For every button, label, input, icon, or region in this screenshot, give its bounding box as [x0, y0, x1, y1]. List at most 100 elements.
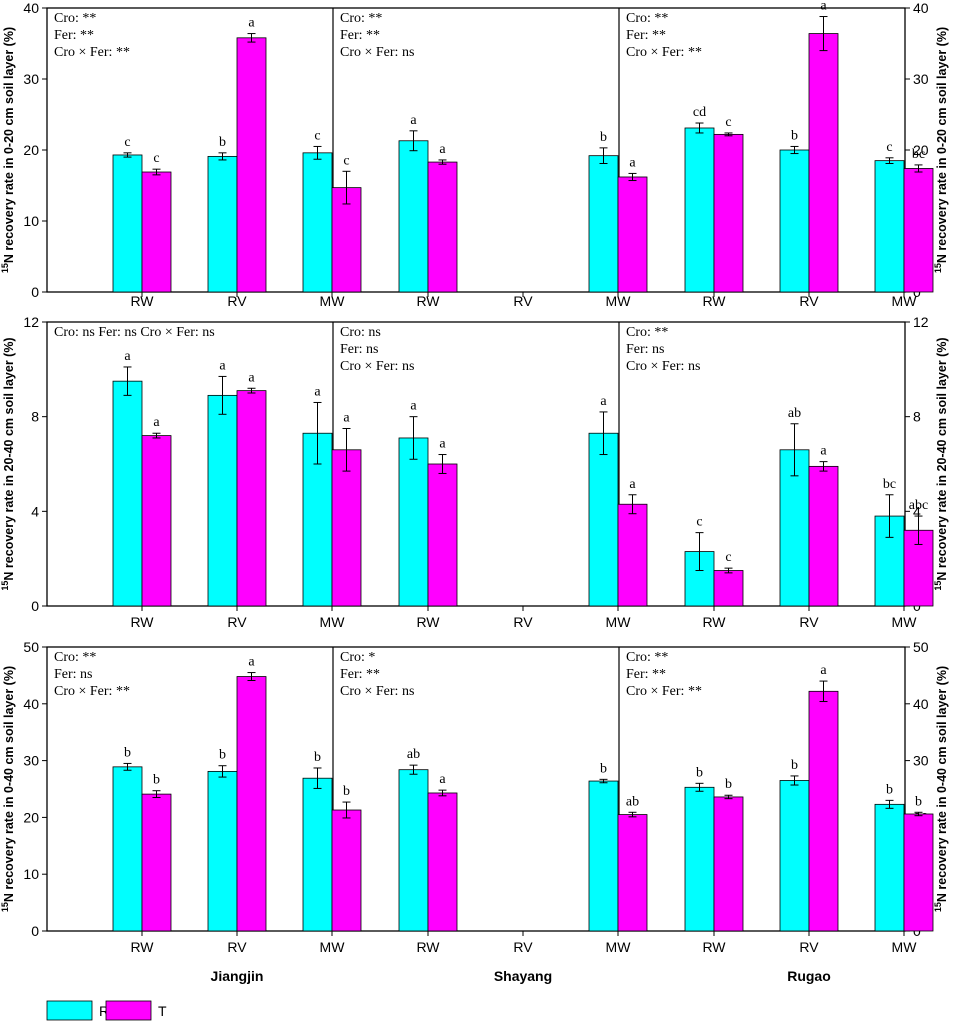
y-tick-label-right: 30	[913, 753, 929, 769]
y-tick-label-left: 8	[31, 409, 39, 425]
significance-letter: b	[915, 794, 922, 809]
site-label-shayang: Shayang	[494, 968, 552, 984]
bar-r	[779, 780, 810, 932]
significance-letter: c	[153, 151, 159, 166]
category-label-mw: MW	[320, 939, 346, 955]
bar-t	[903, 168, 934, 293]
bar-r	[874, 803, 905, 932]
significance-letter: c	[696, 515, 702, 530]
significance-letter: cd	[693, 105, 706, 120]
category-label-rv: RV	[513, 614, 533, 630]
y-axis-label-right: 15N recovery rate in 0-20 cm soil layer …	[933, 27, 949, 273]
significance-letter: b	[600, 130, 607, 145]
bar-t	[331, 449, 362, 607]
significance-letter: b	[314, 750, 321, 765]
significance-letter: a	[439, 142, 446, 157]
category-label-mw: MW	[606, 939, 632, 955]
significance-letter: b	[124, 745, 131, 760]
significance-letter: a	[343, 411, 350, 426]
y-tick-label-left: 30	[23, 71, 39, 87]
y-tick-label-right: 20	[913, 142, 929, 158]
y-tick-label-right: 40	[913, 696, 929, 712]
significance-annotation: Cro × Fer: ns	[340, 359, 414, 374]
bar-r	[207, 770, 238, 932]
bar-r	[684, 786, 715, 932]
category-label-mw: MW	[892, 293, 918, 309]
significance-annotation: Cro × Fer: **	[54, 45, 130, 60]
y-tick-label-left: 0	[31, 598, 39, 614]
category-label-rv: RV	[799, 614, 819, 630]
bar-t	[427, 792, 458, 932]
significance-letter: a	[248, 16, 255, 31]
category-label-rw: RW	[130, 939, 154, 955]
bar-t	[141, 793, 172, 932]
significance-letter: a	[153, 415, 160, 430]
bar-t	[903, 813, 934, 932]
bar-r	[398, 437, 429, 607]
significance-annotation: Fer: **	[340, 667, 380, 682]
y-tick-label-left: 30	[23, 753, 39, 769]
category-label-rv: RV	[513, 939, 533, 955]
y-tick-label-left: 4	[31, 503, 39, 519]
y-tick-label-left: 10	[23, 866, 39, 882]
significance-letter: ab	[788, 406, 801, 421]
legend-swatch-r	[46, 1000, 93, 1021]
bar-r	[588, 432, 619, 607]
category-label-mw: MW	[320, 293, 346, 309]
significance-annotation: Cro: **	[626, 650, 668, 665]
category-label-rw: RW	[416, 614, 440, 630]
significance-annotation: Fer: **	[626, 28, 666, 43]
significance-letter: a	[439, 772, 446, 787]
category-label-rw: RW	[416, 293, 440, 309]
significance-letter: b	[343, 784, 350, 799]
significance-letter: ab	[626, 794, 639, 809]
significance-letter: b	[696, 765, 703, 780]
significance-annotation: Cro × Fer: **	[54, 684, 130, 699]
significance-annotation: Fer: **	[54, 28, 94, 43]
bar-t	[713, 133, 744, 293]
significance-letter: b	[725, 777, 732, 792]
significance-letter: b	[791, 758, 798, 773]
significance-letter: ab	[407, 747, 420, 762]
category-label-rv: RV	[513, 293, 533, 309]
y-axis-label-right: 15N recovery rate in 20-40 cm soil layer…	[933, 337, 949, 590]
bar-r	[398, 769, 429, 932]
bar-r	[112, 766, 143, 932]
bar-r	[398, 140, 429, 293]
significance-letter: c	[343, 153, 349, 168]
significance-annotation: Fer: ns	[340, 342, 379, 357]
significance-letter: a	[820, 0, 827, 14]
bar-t	[141, 171, 172, 293]
significance-annotation: Cro: **	[340, 11, 382, 26]
bar-t	[617, 503, 648, 607]
y-tick-label-left: 10	[23, 213, 39, 229]
significance-letter: c	[314, 128, 320, 143]
bar-t	[141, 435, 172, 607]
significance-letter: b	[153, 773, 160, 788]
significance-letter: a	[629, 477, 636, 492]
significance-letter: a	[600, 394, 607, 409]
significance-letter: a	[439, 437, 446, 452]
bar-r	[588, 155, 619, 293]
bar-t	[236, 37, 267, 293]
significance-annotation: Cro × Fer: **	[626, 45, 702, 60]
bar-r	[302, 777, 333, 932]
significance-letter: a	[248, 655, 255, 670]
significance-letter: bc	[912, 147, 925, 162]
panel-1: 00101020203030404015N recovery rate in 0…	[0, 0, 949, 309]
category-label-rw: RW	[416, 939, 440, 955]
significance-letter: c	[725, 115, 731, 130]
legend-swatch-t	[105, 1000, 152, 1021]
significance-letter: a	[314, 384, 321, 399]
y-tick-label-left: 12	[23, 314, 39, 330]
bar-t	[331, 809, 362, 932]
y-tick-label-right: 30	[913, 71, 929, 87]
category-label-rv: RV	[227, 293, 247, 309]
y-tick-label-right: 8	[913, 409, 921, 425]
y-axis-label-left: 15N recovery rate in 0-20 cm soil layer …	[0, 27, 16, 273]
significance-letter: bc	[883, 477, 896, 492]
significance-annotation: Cro: ns Fer: ns Cro × Fer: ns	[54, 325, 215, 340]
y-axis-label-left: 15N recovery rate in 0-40 cm soil layer …	[0, 666, 16, 912]
category-label-mw: MW	[892, 614, 918, 630]
significance-letter: c	[886, 140, 892, 155]
